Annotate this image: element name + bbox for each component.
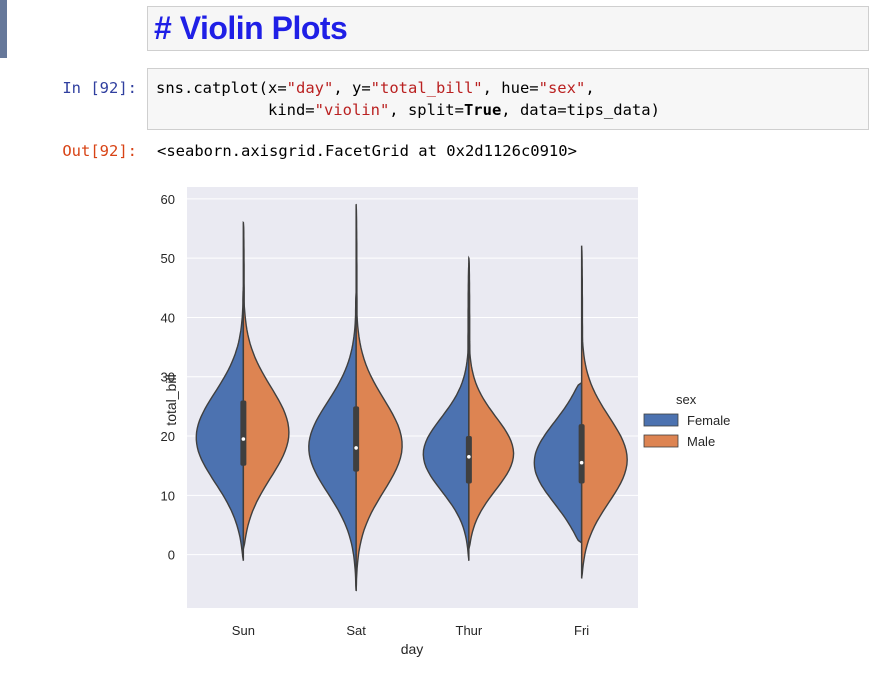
y-axis-label: total_bill bbox=[163, 374, 179, 425]
violin-female-sun bbox=[195, 287, 245, 561]
x-tick-label: Thur bbox=[456, 623, 483, 638]
x-axis-label: day bbox=[401, 641, 424, 657]
legend-swatch-female bbox=[643, 413, 679, 427]
y-tick-label: 0 bbox=[168, 548, 175, 563]
y-tick-label: 40 bbox=[161, 310, 175, 325]
code-text: sns.catplot(x="day", y="total_bill", hue… bbox=[156, 79, 660, 119]
output-text: <seaborn.axisgrid.FacetGrid at 0x2d1126c… bbox=[157, 142, 577, 160]
y-tick-label: 30 bbox=[161, 370, 175, 385]
cell-selection-bar bbox=[0, 0, 7, 58]
output-prompt: Out[92]: bbox=[62, 142, 137, 160]
x-tick-label: Sun bbox=[232, 623, 255, 638]
violin-median-dot bbox=[579, 460, 584, 465]
violin-male-sat bbox=[355, 203, 403, 592]
violin-female-fri bbox=[533, 381, 583, 544]
legend-label-male: Male bbox=[687, 434, 715, 449]
y-tick-labels: 0 10 20 30 40 50 60 bbox=[161, 192, 175, 563]
violin-male-thur bbox=[468, 255, 515, 550]
code-editor[interactable]: sns.catplot(x="day", y="total_bill", hue… bbox=[147, 68, 869, 130]
x-tick-label: Fri bbox=[574, 623, 589, 638]
y-tick-label: 10 bbox=[161, 488, 175, 503]
x-tick-labels: Sun Sat Thur Fri bbox=[232, 623, 590, 638]
violin-iqr-box bbox=[578, 424, 585, 484]
x-tick-label: Sat bbox=[346, 623, 366, 638]
violin-iqr-box bbox=[353, 406, 360, 472]
violin-iqr-box bbox=[465, 436, 472, 484]
y-tick-label: 60 bbox=[161, 192, 175, 207]
y-tick-label: 20 bbox=[161, 429, 175, 444]
legend-swatch-male bbox=[643, 434, 679, 448]
y-tick-label: 50 bbox=[161, 251, 175, 266]
markdown-heading-text: # Violin Plots bbox=[154, 10, 348, 46]
input-prompt: In [92]: bbox=[62, 79, 137, 97]
violin-median-dot bbox=[241, 437, 246, 441]
violins bbox=[195, 203, 628, 592]
markdown-editor[interactable]: # Violin Plots bbox=[147, 6, 869, 51]
markdown-cell[interactable]: # Violin Plots bbox=[0, 0, 871, 58]
violin-iqr-box bbox=[240, 400, 247, 466]
violin-median-dot bbox=[467, 454, 471, 459]
violin-female-sat bbox=[308, 291, 357, 592]
violin-male-fri bbox=[580, 245, 628, 579]
violin-male-sun bbox=[242, 221, 290, 550]
legend-title: sex bbox=[676, 392, 697, 407]
legend: sex Female Male bbox=[643, 392, 730, 449]
legend-label-female: Female bbox=[687, 413, 730, 428]
violin-chart: 0 10 20 30 40 50 60 Sun Sat Thur Fri total_bill d… bbox=[161, 187, 730, 657]
violin-median-dot bbox=[354, 446, 358, 450]
